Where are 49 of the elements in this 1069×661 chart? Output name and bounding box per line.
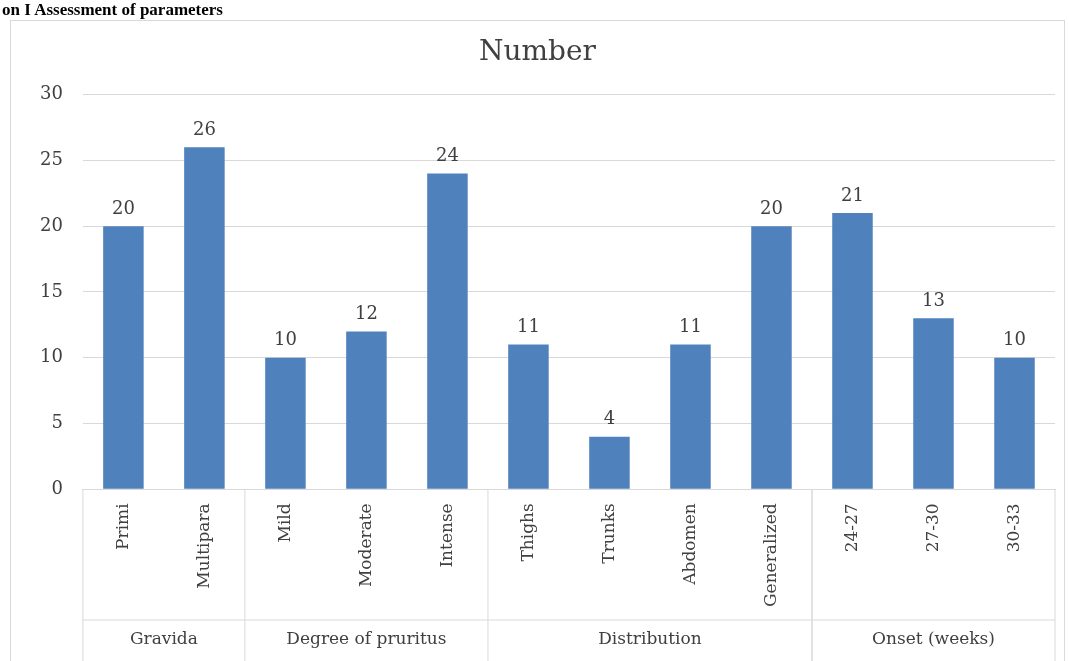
x-tick-label: Mild [273,503,294,543]
text: Degree of pruritus [286,628,447,649]
bar [994,357,1035,489]
x-tick-label: 30-33 [1002,503,1023,553]
data-label: 4 [603,407,616,429]
x-tick-label: Moderate [354,503,375,588]
bar [103,226,144,489]
data-label: 21 [841,183,864,205]
data-label: 13 [922,288,945,310]
y-tick-label: 10 [40,345,63,367]
x-tick-label: Primi [111,502,132,550]
chart-title: Number [479,34,597,68]
x-tick-label: Generalized [759,503,780,607]
y-tick-label: 5 [51,411,63,433]
bar [751,226,792,489]
text: Gravida [129,628,198,649]
text: Distribution [598,628,702,649]
x-tick-label: Trunks [597,503,618,564]
bar [670,344,711,489]
text: Onset (weeks) [872,628,995,649]
bar [589,436,630,489]
bar [508,344,549,489]
bar [913,318,954,489]
data-label: 20 [760,196,783,218]
data-label: 10 [273,328,297,350]
bar [346,331,387,489]
bar [427,173,468,489]
data-label: 26 [192,117,216,139]
x-tick-label: Intense [435,503,456,568]
x-tick-label: Multipara [192,503,213,589]
x-tick-label: 27-30 [921,503,942,553]
y-tick-label: 30 [40,82,63,104]
data-label: 12 [354,302,378,324]
bar [832,213,873,489]
y-tick-label: 25 [40,148,63,170]
data-label: 11 [517,315,540,337]
bar [184,147,225,489]
y-tick-label: 15 [40,279,63,301]
y-tick-label: 20 [40,213,63,235]
x-tick-label: 24-27 [840,503,861,553]
data-label: 20 [111,196,135,218]
data-label: 10 [1003,328,1026,350]
text: on I Assessment of parameters [2,0,223,20]
y-tick-label: 0 [51,476,63,498]
data-label: 24 [435,144,459,166]
x-tick-label: Abdomen [678,503,699,586]
bar [265,357,306,489]
x-tick-label: Thighs [516,503,537,562]
data-label: 11 [679,315,702,337]
